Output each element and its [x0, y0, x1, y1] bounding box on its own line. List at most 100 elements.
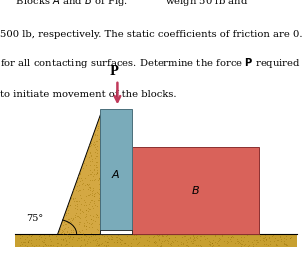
Point: [181, 242, 186, 246]
Point: [79, 182, 84, 186]
Point: [104, 240, 109, 244]
Point: [95, 190, 100, 194]
Point: [282, 242, 287, 246]
Point: [87, 235, 92, 240]
Point: [114, 235, 119, 239]
Point: [87, 143, 92, 147]
Point: [90, 218, 95, 223]
Point: [88, 168, 93, 172]
Point: [134, 233, 138, 237]
Point: [194, 243, 198, 247]
Point: [190, 233, 195, 237]
Point: [238, 237, 243, 242]
Point: [62, 227, 67, 231]
Point: [60, 229, 65, 233]
Point: [89, 217, 94, 221]
Point: [162, 239, 167, 243]
Point: [201, 234, 206, 238]
Point: [96, 137, 101, 141]
Point: [185, 243, 189, 247]
Point: [262, 238, 267, 243]
Point: [84, 154, 88, 158]
Point: [43, 242, 48, 246]
Point: [283, 243, 288, 247]
Point: [88, 143, 93, 147]
Point: [26, 241, 31, 245]
Point: [88, 192, 93, 196]
Point: [30, 243, 35, 247]
Point: [94, 215, 98, 219]
Point: [71, 217, 75, 221]
Point: [194, 235, 198, 239]
Point: [165, 239, 170, 243]
Point: [211, 243, 215, 247]
Point: [25, 240, 30, 244]
Point: [92, 201, 97, 206]
Point: [97, 198, 102, 202]
Point: [43, 242, 48, 246]
Point: [199, 244, 204, 248]
Point: [77, 179, 82, 183]
Point: [80, 187, 85, 191]
Point: [152, 240, 156, 244]
Point: [244, 233, 249, 237]
Point: [90, 178, 95, 182]
Point: [89, 153, 94, 157]
Point: [135, 241, 140, 245]
Point: [84, 224, 88, 228]
Point: [112, 240, 117, 244]
Point: [96, 243, 101, 247]
Point: [185, 237, 190, 241]
Point: [154, 243, 159, 247]
Point: [211, 238, 216, 242]
Point: [71, 235, 76, 239]
Point: [191, 235, 196, 239]
Point: [191, 238, 196, 242]
Point: [44, 243, 48, 247]
Point: [98, 230, 102, 234]
Point: [67, 236, 72, 240]
Point: [89, 141, 94, 145]
Text: $A$: $A$: [111, 168, 121, 180]
Point: [64, 213, 68, 217]
Point: [94, 170, 99, 174]
Point: [69, 220, 74, 224]
Point: [68, 228, 73, 232]
Point: [97, 116, 102, 120]
Point: [142, 243, 146, 247]
Point: [255, 240, 260, 244]
Point: [288, 236, 292, 241]
Point: [110, 235, 115, 239]
Point: [20, 234, 25, 238]
Point: [97, 236, 102, 240]
Point: [225, 241, 230, 245]
Point: [66, 240, 71, 244]
Point: [54, 234, 58, 238]
Point: [49, 243, 54, 247]
Point: [243, 242, 248, 246]
Point: [78, 202, 83, 206]
Point: [79, 243, 84, 247]
Point: [102, 239, 107, 243]
Point: [205, 236, 209, 240]
Text: 75°: 75°: [26, 214, 43, 223]
Point: [241, 235, 246, 239]
Point: [89, 190, 94, 195]
Point: [68, 230, 73, 234]
Point: [263, 237, 268, 241]
Point: [39, 235, 44, 239]
Point: [181, 234, 186, 238]
Point: [48, 236, 53, 241]
Point: [281, 241, 286, 245]
Point: [157, 237, 161, 241]
Point: [82, 161, 87, 165]
Point: [39, 238, 44, 243]
Point: [239, 235, 244, 239]
Point: [85, 219, 90, 224]
Point: [271, 233, 275, 237]
Point: [82, 198, 86, 202]
Point: [94, 154, 99, 158]
Point: [88, 186, 92, 190]
Point: [65, 232, 69, 236]
Point: [270, 234, 275, 238]
